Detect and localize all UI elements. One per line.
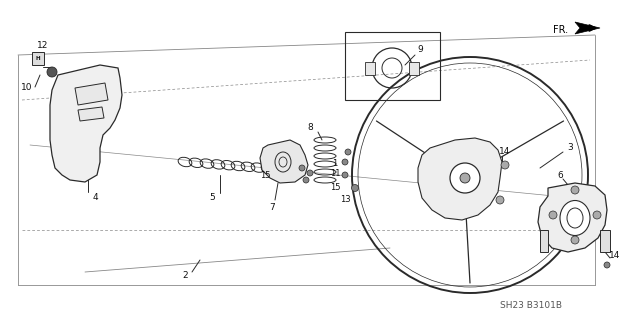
Text: 1: 1 bbox=[332, 160, 338, 168]
Text: 9: 9 bbox=[417, 46, 423, 55]
Text: 3: 3 bbox=[567, 144, 573, 152]
Circle shape bbox=[501, 161, 509, 169]
Circle shape bbox=[351, 184, 358, 191]
Text: 11: 11 bbox=[330, 169, 340, 179]
Text: 8: 8 bbox=[307, 123, 313, 132]
Polygon shape bbox=[575, 22, 600, 34]
Circle shape bbox=[345, 149, 351, 155]
Polygon shape bbox=[365, 62, 375, 75]
Text: SH23 B3101B: SH23 B3101B bbox=[500, 300, 562, 309]
Polygon shape bbox=[409, 62, 419, 75]
Polygon shape bbox=[600, 230, 610, 252]
Polygon shape bbox=[50, 65, 122, 182]
Text: H: H bbox=[36, 56, 40, 62]
Text: 14: 14 bbox=[609, 250, 621, 259]
Circle shape bbox=[47, 67, 57, 77]
Text: FR.: FR. bbox=[553, 25, 568, 35]
Circle shape bbox=[571, 186, 579, 194]
Circle shape bbox=[307, 170, 313, 176]
Circle shape bbox=[571, 236, 579, 244]
Polygon shape bbox=[32, 52, 44, 65]
Circle shape bbox=[303, 177, 309, 183]
Polygon shape bbox=[538, 183, 607, 252]
Circle shape bbox=[549, 211, 557, 219]
Polygon shape bbox=[75, 83, 108, 105]
Circle shape bbox=[342, 159, 348, 165]
Circle shape bbox=[593, 211, 601, 219]
Text: 4: 4 bbox=[92, 194, 98, 203]
Text: 5: 5 bbox=[209, 194, 215, 203]
Polygon shape bbox=[418, 138, 502, 220]
Polygon shape bbox=[540, 230, 548, 252]
Text: 13: 13 bbox=[340, 196, 350, 204]
Circle shape bbox=[299, 165, 305, 171]
Circle shape bbox=[450, 163, 480, 193]
Circle shape bbox=[342, 172, 348, 178]
Circle shape bbox=[604, 262, 610, 268]
Ellipse shape bbox=[560, 201, 590, 235]
Text: 14: 14 bbox=[499, 147, 511, 157]
Text: 7: 7 bbox=[269, 203, 275, 211]
Polygon shape bbox=[260, 140, 308, 183]
Text: 10: 10 bbox=[21, 84, 33, 93]
Text: 15: 15 bbox=[330, 182, 340, 191]
Circle shape bbox=[496, 196, 504, 204]
Circle shape bbox=[460, 173, 470, 183]
Text: 2: 2 bbox=[182, 271, 188, 279]
Polygon shape bbox=[78, 107, 104, 121]
Text: 6: 6 bbox=[557, 170, 563, 180]
Text: 12: 12 bbox=[37, 41, 49, 49]
Text: 15: 15 bbox=[260, 170, 270, 180]
